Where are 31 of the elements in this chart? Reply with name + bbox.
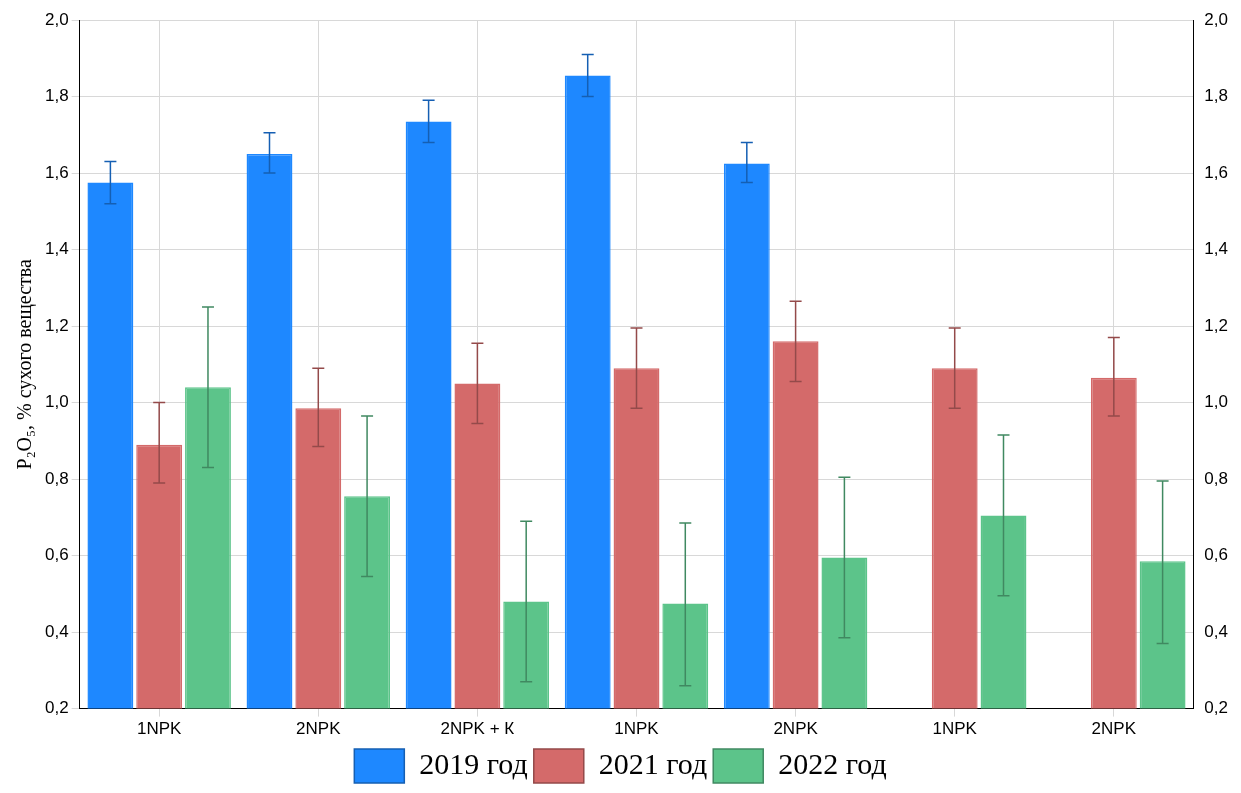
x-tick-label: 2NPK	[296, 719, 342, 739]
x-tick-label: 1NPK	[932, 719, 978, 739]
y-tick-label: 2,0	[44, 9, 69, 29]
y2-tick-label: 2,0	[1204, 9, 1229, 29]
legend-label: 2019 год	[419, 746, 528, 780]
y2-tick-label: 0,8	[1204, 468, 1229, 488]
y2-tick-label: 1,8	[1204, 86, 1229, 106]
y2-tick-label: 1,4	[1204, 239, 1229, 259]
x-tick-label: 2NPK	[1091, 719, 1137, 739]
y-tick-label: 0,2	[44, 698, 69, 718]
y2-tick-label: 1,0	[1204, 392, 1229, 412]
y-axis-title: P₂O₅, % сухого вещества	[13, 258, 37, 470]
y2-tick-label: 1,2	[1204, 315, 1229, 335]
y2-tick-label: 1,6	[1204, 162, 1229, 182]
y-tick-label: 1,8	[44, 86, 69, 106]
y2-tick-label: 0,4	[1204, 621, 1229, 641]
y-tick-label: 1,2	[44, 315, 69, 335]
y-tick-label: 1,6	[44, 162, 69, 182]
x-tick-label: 2NPK + К	[440, 719, 515, 739]
y-tick-label: 1,0	[44, 392, 69, 412]
x-tick-label: 1NPK	[136, 719, 183, 739]
y2-tick-label: 0,2	[1204, 698, 1229, 718]
y-tick-label: 0,4	[44, 621, 69, 641]
x-tick-label: 2NPK	[773, 719, 819, 739]
y-tick-label: 1,4	[44, 239, 69, 259]
y-tick-label: 0,8	[44, 468, 69, 488]
y-tick-label: 0,6	[44, 545, 69, 565]
x-tick-label: 1NPK	[614, 719, 660, 739]
legend-label: 2021 год	[598, 746, 708, 780]
y2-tick-label: 0,6	[1204, 545, 1229, 565]
legend-label: 2022 год	[778, 746, 887, 780]
